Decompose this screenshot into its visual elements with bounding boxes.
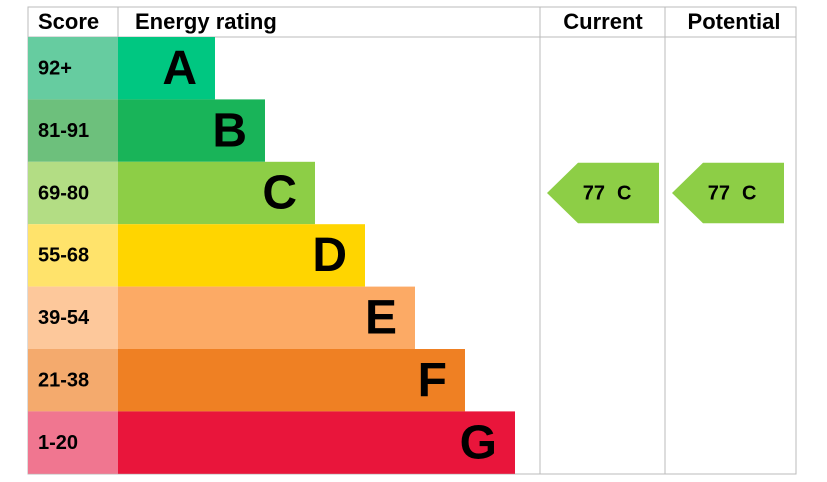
header-current: Current bbox=[563, 9, 643, 34]
rating-bar bbox=[118, 349, 465, 412]
current-letter: C bbox=[617, 182, 631, 204]
score-label: 55-68 bbox=[38, 245, 89, 267]
rating-letter: C bbox=[262, 167, 297, 220]
rating-letter: B bbox=[212, 104, 247, 157]
score-label: 81-91 bbox=[38, 120, 89, 142]
rating-letter: F bbox=[418, 354, 447, 407]
current-arrow bbox=[547, 162, 659, 224]
potential-letter: C bbox=[742, 182, 756, 204]
score-cell bbox=[28, 161, 118, 225]
rating-bar bbox=[118, 99, 265, 162]
rating-bar bbox=[118, 37, 215, 100]
score-cell bbox=[28, 286, 118, 349]
rating-bar bbox=[118, 286, 415, 349]
score-label: 21-38 bbox=[38, 369, 89, 391]
score-cell bbox=[28, 411, 118, 474]
score-label: 92+ bbox=[38, 57, 72, 79]
header-score: Score bbox=[38, 9, 99, 34]
score-label: 69-80 bbox=[38, 182, 89, 204]
rating-letter: E bbox=[365, 291, 397, 344]
rating-bar bbox=[118, 161, 315, 225]
rating-bar bbox=[118, 411, 515, 474]
potential-score: 77 bbox=[708, 182, 730, 204]
rating-bar bbox=[118, 224, 365, 287]
potential-arrow bbox=[672, 162, 784, 224]
score-label: 39-54 bbox=[38, 307, 90, 329]
header-potential: Potential bbox=[688, 9, 781, 34]
header-rating: Energy rating bbox=[135, 9, 277, 34]
rating-letter: A bbox=[162, 42, 197, 95]
score-cell bbox=[28, 99, 118, 162]
score-cell bbox=[28, 37, 118, 100]
rating-letter: G bbox=[460, 416, 497, 469]
current-score: 77 bbox=[583, 182, 605, 204]
score-cell bbox=[28, 349, 118, 412]
score-label: 1-20 bbox=[38, 432, 78, 454]
rating-letter: D bbox=[312, 229, 347, 282]
score-cell bbox=[28, 224, 118, 287]
